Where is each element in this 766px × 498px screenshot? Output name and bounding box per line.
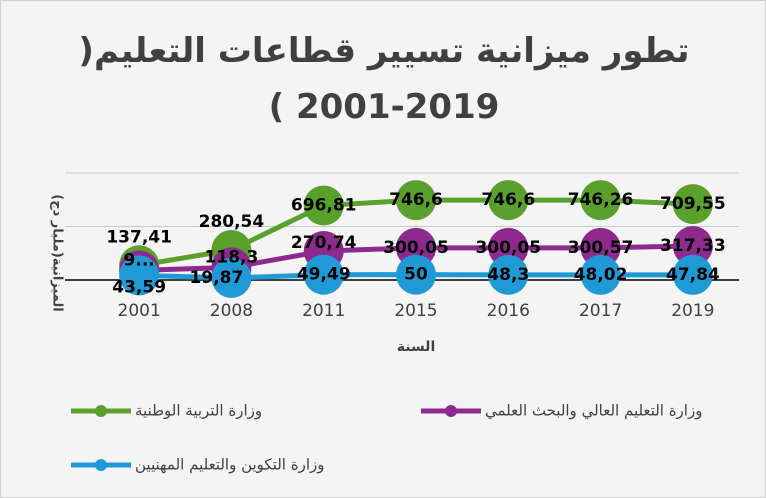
data-label: 48,3 — [487, 265, 529, 285]
data-label: 9... — [124, 250, 155, 270]
x-tick-label: 2001 — [118, 301, 161, 321]
data-label: 137,41 — [106, 227, 172, 247]
data-label: 19,87 — [190, 268, 244, 288]
marker — [303, 254, 344, 295]
marker — [580, 180, 621, 221]
data-label: 300,05 — [475, 238, 541, 258]
legend-label: وزارة التكوين والتعليم المهنيين — [135, 456, 325, 474]
x-axis-label: السنة — [397, 339, 436, 355]
data-label: 709,55 — [660, 194, 726, 214]
legend-label: وزارة التربية الوطنية — [135, 402, 262, 420]
x-tick-label: 2015 — [394, 301, 437, 321]
x-tick-label: 2019 — [671, 301, 714, 321]
x-tick-label: 2016 — [487, 301, 530, 321]
marker — [672, 184, 713, 225]
marker — [672, 254, 713, 295]
marker — [396, 180, 436, 221]
marker — [119, 255, 160, 296]
data-label: 746,6 — [389, 190, 443, 210]
data-label: 43,59 — [112, 277, 166, 297]
marker — [396, 254, 436, 295]
chart-title: تطور ميزانية تسيير قطاعات التعليم( 2019-… — [78, 31, 690, 127]
data-label: 118,3 — [205, 247, 259, 267]
data-label: 47,84 — [666, 265, 720, 285]
legend-marker — [445, 405, 457, 417]
data-label: 49,49 — [297, 265, 351, 285]
marker — [303, 185, 344, 226]
data-label: 746,26 — [568, 190, 634, 210]
data-label: 270,74 — [291, 233, 357, 253]
marker — [580, 254, 621, 295]
data-label: 300,57 — [568, 238, 634, 258]
x-tick-label: 2011 — [302, 301, 345, 321]
x-tick-label: 2017 — [579, 301, 622, 321]
marker — [211, 257, 252, 298]
data-label: 696,81 — [291, 195, 357, 215]
marker — [488, 180, 529, 221]
y-axis-label: الميزانية(مليار دج) — [50, 194, 65, 311]
legend-marker — [95, 459, 107, 471]
data-label: 300,05 — [383, 238, 449, 258]
legend-marker — [95, 405, 107, 417]
legend-label: وزارة التعليم العالي والبحث العلمي — [485, 402, 702, 421]
data-label: 746,6 — [481, 190, 535, 210]
marker — [672, 226, 713, 267]
data-label: 280,54 — [199, 212, 265, 232]
x-tick-label: 2008 — [210, 301, 253, 321]
data-label: 48,02 — [574, 265, 628, 285]
marker — [488, 254, 529, 295]
data-label: 50 — [404, 265, 428, 285]
data-label: 317,33 — [660, 236, 726, 256]
